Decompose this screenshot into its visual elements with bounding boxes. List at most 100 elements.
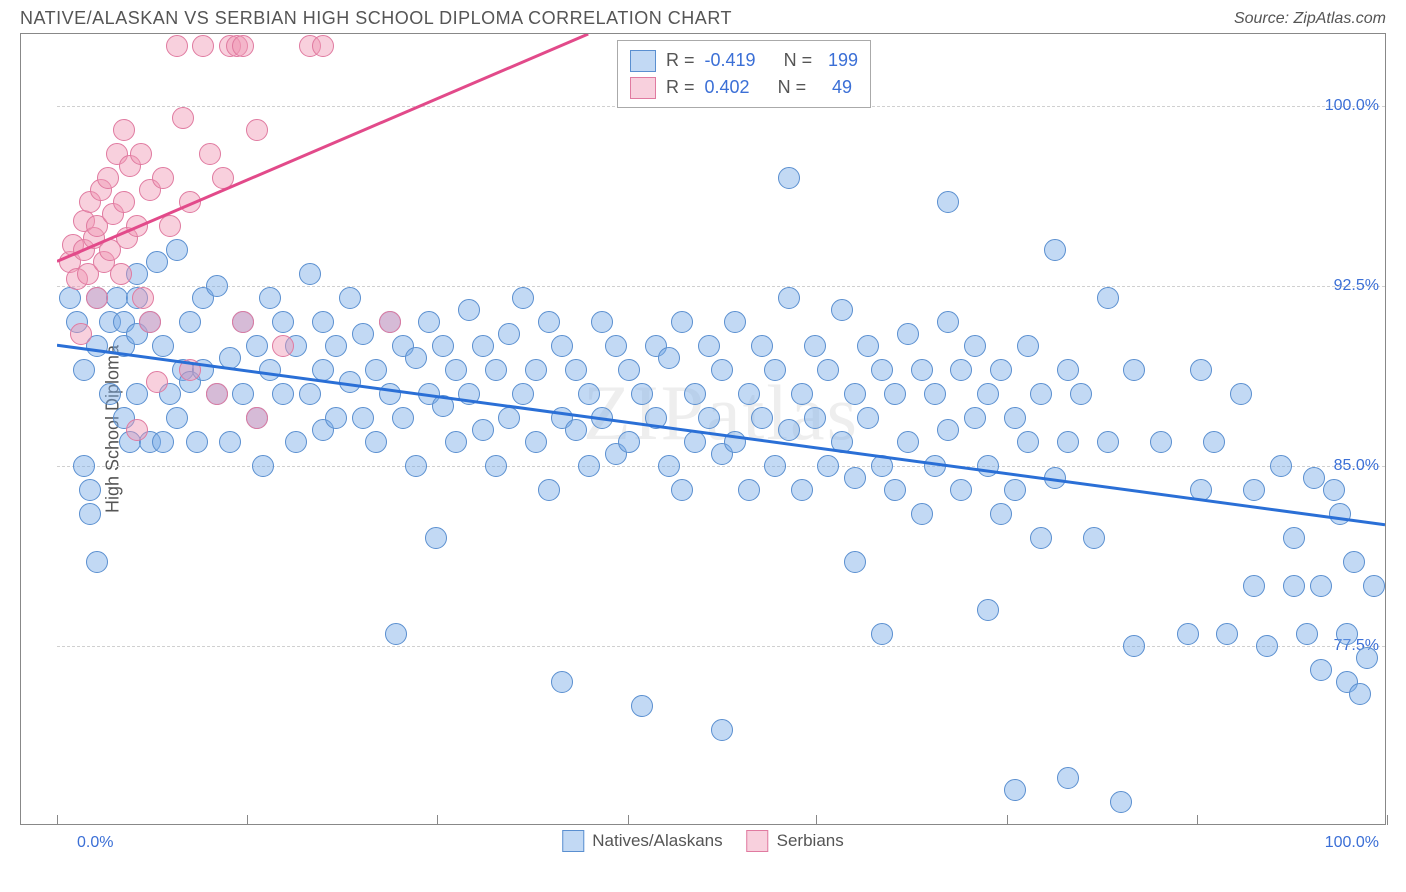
- data-point-natives: [166, 407, 188, 429]
- data-point-serbians: [70, 323, 92, 345]
- data-point-natives: [538, 479, 560, 501]
- data-point-serbians: [246, 119, 268, 141]
- data-point-natives: [498, 323, 520, 345]
- data-point-natives: [79, 479, 101, 501]
- data-point-natives: [937, 419, 959, 441]
- regression-lines: [57, 34, 1385, 824]
- data-point-natives: [565, 359, 587, 381]
- data-point-natives: [73, 359, 95, 381]
- data-point-serbians: [126, 215, 148, 237]
- data-point-natives: [219, 431, 241, 453]
- data-point-natives: [1190, 479, 1212, 501]
- legend-label-natives: Natives/Alaskans: [592, 831, 722, 851]
- data-point-natives: [817, 359, 839, 381]
- data-point-natives: [385, 623, 407, 645]
- x-tick: [1387, 815, 1388, 825]
- data-point-natives: [458, 299, 480, 321]
- stats-r-label: R =: [666, 74, 695, 101]
- data-point-natives: [365, 431, 387, 453]
- data-point-natives: [485, 359, 507, 381]
- data-point-natives: [1283, 575, 1305, 597]
- data-point-natives: [152, 431, 174, 453]
- data-point-natives: [1363, 575, 1385, 597]
- x-tick: [247, 815, 248, 825]
- data-point-natives: [698, 335, 720, 357]
- data-point-natives: [525, 431, 547, 453]
- data-point-natives: [711, 359, 733, 381]
- data-point-natives: [445, 431, 467, 453]
- data-point-natives: [937, 191, 959, 213]
- data-point-natives: [911, 503, 933, 525]
- data-point-serbians: [206, 383, 228, 405]
- data-point-serbians: [159, 215, 181, 237]
- chart-frame: High School Diploma ZIPatlas 77.5%85.0%9…: [20, 33, 1386, 825]
- data-point-serbians: [86, 287, 108, 309]
- data-point-natives: [1030, 383, 1052, 405]
- data-point-natives: [977, 383, 999, 405]
- plot-area: ZIPatlas 77.5%85.0%92.5%100.0%R =-0.419N…: [57, 34, 1385, 824]
- data-point-natives: [950, 359, 972, 381]
- data-point-natives: [86, 551, 108, 573]
- data-point-natives: [232, 383, 254, 405]
- y-tick-label: 92.5%: [1334, 277, 1379, 295]
- data-point-natives: [977, 599, 999, 621]
- legend-swatch-natives: [562, 830, 584, 852]
- data-point-natives: [778, 167, 800, 189]
- data-point-serbians: [272, 335, 294, 357]
- data-point-natives: [246, 335, 268, 357]
- data-point-natives: [1057, 431, 1079, 453]
- data-point-natives: [1123, 359, 1145, 381]
- data-point-natives: [1296, 623, 1318, 645]
- data-point-natives: [1323, 479, 1345, 501]
- data-point-natives: [1356, 647, 1378, 669]
- data-point-natives: [551, 335, 573, 357]
- data-point-natives: [924, 455, 946, 477]
- data-point-natives: [1030, 527, 1052, 549]
- data-point-natives: [911, 359, 933, 381]
- data-point-natives: [844, 551, 866, 573]
- data-point-natives: [1329, 503, 1351, 525]
- data-point-natives: [964, 335, 986, 357]
- data-point-serbians: [139, 311, 161, 333]
- x-axis-min-label: 0.0%: [77, 834, 113, 852]
- data-point-serbians: [126, 419, 148, 441]
- data-point-natives: [791, 479, 813, 501]
- data-point-natives: [1243, 575, 1265, 597]
- chart-title: NATIVE/ALASKAN VS SERBIAN HIGH SCHOOL DI…: [20, 8, 732, 29]
- data-point-natives: [591, 407, 613, 429]
- data-point-natives: [791, 383, 813, 405]
- gridline: [57, 646, 1385, 647]
- data-point-natives: [1177, 623, 1199, 645]
- data-point-natives: [804, 407, 826, 429]
- data-point-natives: [99, 383, 121, 405]
- data-point-serbians: [172, 107, 194, 129]
- data-point-natives: [738, 383, 760, 405]
- data-point-natives: [751, 407, 773, 429]
- x-axis-max-label: 100.0%: [1325, 834, 1379, 852]
- data-point-natives: [379, 383, 401, 405]
- data-point-natives: [1004, 407, 1026, 429]
- data-point-natives: [764, 359, 786, 381]
- data-point-natives: [671, 479, 693, 501]
- data-point-natives: [751, 335, 773, 357]
- data-point-natives: [425, 527, 447, 549]
- data-point-natives: [884, 383, 906, 405]
- y-tick-label: 100.0%: [1325, 97, 1379, 115]
- data-point-natives: [817, 455, 839, 477]
- stats-r-label: R =: [666, 47, 695, 74]
- data-point-natives: [578, 455, 600, 477]
- data-point-natives: [618, 431, 640, 453]
- data-point-serbians: [199, 143, 221, 165]
- data-point-natives: [1004, 779, 1026, 801]
- stats-r-value: -0.419: [705, 47, 756, 74]
- legend-item-serbians: Serbians: [747, 830, 844, 852]
- data-point-natives: [1017, 431, 1039, 453]
- stats-swatch-serbians: [630, 77, 656, 99]
- x-tick: [57, 815, 58, 825]
- data-point-natives: [352, 407, 374, 429]
- data-point-natives: [778, 419, 800, 441]
- data-point-natives: [778, 287, 800, 309]
- data-point-natives: [59, 287, 81, 309]
- data-point-natives: [1044, 467, 1066, 489]
- data-point-serbians: [192, 35, 214, 57]
